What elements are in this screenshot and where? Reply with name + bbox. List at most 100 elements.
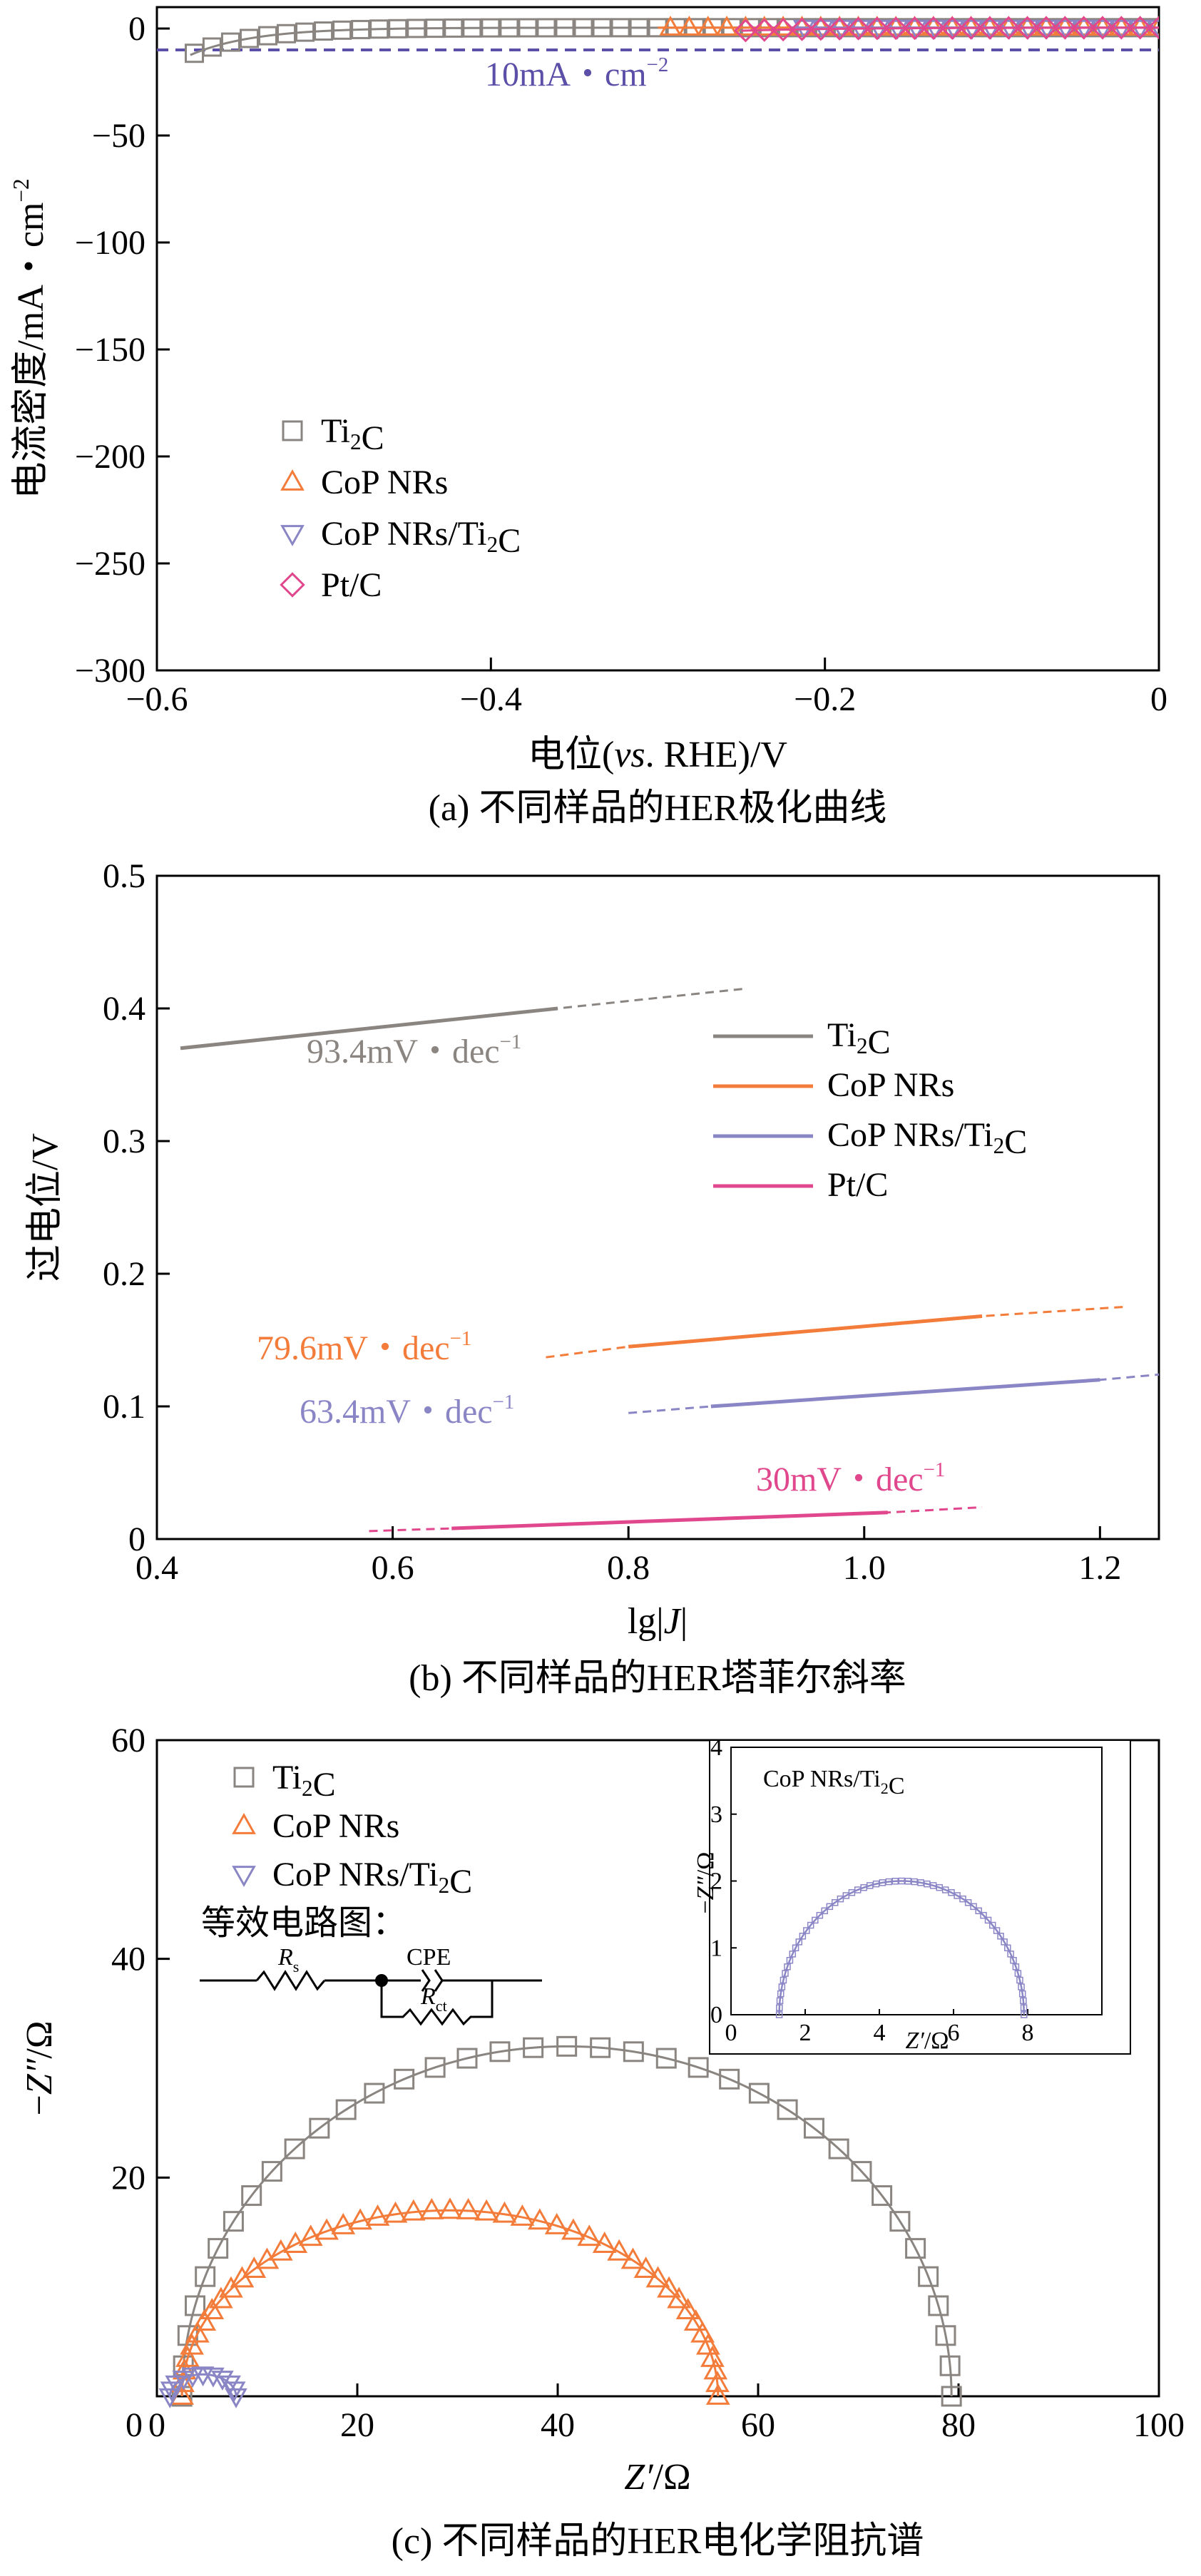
c-legend-label-ti2c: Ti2C [272, 1759, 336, 1804]
a-marker-ti2c [518, 18, 538, 38]
a-ytick-label: −250 [75, 545, 145, 583]
b-ytick-label: 0.5 [103, 857, 145, 895]
c-inset-marker [1007, 1951, 1014, 1958]
c-inset-marker [964, 1898, 972, 1906]
a-marker-ptc [921, 16, 946, 40]
a-marker-ti2c [592, 18, 612, 38]
c-inset-title: CoP NRs/Ti2C [763, 1766, 905, 1799]
c-marker-ti2c [905, 2238, 926, 2259]
b-fit-copti [710, 1378, 1100, 1409]
c-marker-ti2c [928, 2295, 949, 2316]
c-origin-label: 0 [126, 2406, 143, 2444]
a-legend-label-cop: CoP NRs [321, 464, 448, 501]
c-inset-ytick-label: 1 [710, 1935, 722, 1961]
c-inset-ytick-label: 3 [710, 1801, 722, 1828]
c-inset-marker [826, 1903, 834, 1911]
c-marker-ti2c [241, 2185, 262, 2207]
c-inset-ylabel: −Z″/Ω [693, 1852, 719, 1914]
a-marker-ptc [733, 19, 757, 43]
a-marker-ti2c [220, 32, 240, 52]
c-inset-marker [803, 1927, 810, 1934]
c-marker-cop [401, 2199, 426, 2221]
c-inset-marker [775, 2011, 783, 2018]
c-ytick-label: 40 [111, 1941, 145, 1978]
b-dashed-cop [546, 1306, 1124, 1359]
a-marker-cop [678, 15, 701, 36]
c-caption: (c) 不同样品的HER电化学阻抗谱 [392, 2521, 924, 2562]
c-marker-cop [675, 2298, 700, 2319]
b-xtick-label: 0.8 [607, 1549, 650, 1587]
c-inset-marker [1010, 1956, 1017, 1964]
c-marker-copti [172, 2371, 195, 2391]
c-inset-xlabel: Z′/Ω [905, 2028, 949, 2054]
a-marker-ptc [1147, 16, 1159, 40]
c-xtick-label: 80 [941, 2406, 976, 2444]
c-marker-copti [218, 2375, 241, 2396]
a-marker-ti2c [277, 24, 297, 44]
a-marker-ptc [978, 16, 1002, 40]
a-caption: (a) 不同样品的HER极化曲线 [429, 788, 887, 829]
a-marker-ptc [789, 17, 814, 41]
b-xtick-label: 0.6 [372, 1549, 414, 1587]
a-marker-ti2c [536, 18, 556, 38]
c-marker-cop [219, 2276, 243, 2298]
a-marker-copti [1016, 19, 1040, 40]
c-marker-cop [633, 2256, 658, 2278]
a-marker-ti2c [444, 18, 464, 38]
a-marker-copti [1148, 19, 1159, 40]
c-inset-marker [778, 1983, 786, 1990]
b-fit-cop [628, 1314, 983, 1349]
c-marker-ti2c [872, 2185, 893, 2207]
b-legend-label-ti2c: Ti2C [827, 1016, 891, 1061]
a-marker-ptc [903, 16, 927, 41]
c-marker-ti2c [456, 2048, 478, 2069]
c-marker-cop [208, 2286, 233, 2309]
c-inset-marker [911, 1878, 918, 1886]
c-marker-ti2c [364, 2082, 385, 2104]
a-marker-ti2c [499, 18, 519, 38]
c-marker-ti2c [889, 2211, 911, 2232]
a-xtick-label: −0.4 [460, 680, 522, 718]
c-xtick-label: 100 [1133, 2406, 1185, 2444]
c-rct-label: Rct [420, 1983, 448, 2015]
a-legend-label-copti: CoP NRs/Ti2C [321, 515, 521, 560]
a-marker-ptc [996, 16, 1021, 40]
a-marker-copti [998, 19, 1021, 40]
a-marker-cop [1148, 15, 1159, 36]
a-marker-ti2c [239, 29, 259, 48]
c-inset-ytick-label: 4 [710, 1734, 722, 1761]
b-ytick-label: 0.4 [103, 990, 145, 1028]
a-marker-cop [1110, 15, 1133, 36]
c-inset-marker [812, 1916, 819, 1924]
c-inset-marker [879, 1879, 886, 1886]
a-marker-ptc [959, 16, 983, 40]
b-slope-label-copti: 63.4mV・dec−1 [300, 1391, 514, 1431]
c-ylabel: −Z″/Ω [19, 2021, 60, 2116]
c-legend-marker-ti2c [233, 1767, 255, 1788]
a-xtick-label: 0 [1150, 680, 1167, 718]
c-cpe-left [421, 1969, 431, 1992]
c-marker-ti2c [688, 2057, 709, 2078]
c-marker-cop [561, 2218, 586, 2240]
a-marker-ti2c [332, 20, 352, 40]
a-marker-copti [1110, 19, 1133, 40]
c-rs-label: Rs [277, 1944, 299, 1976]
c-inset-marker [975, 1907, 982, 1915]
a-ytick-label: −50 [92, 117, 145, 155]
c-marker-cop [510, 2204, 535, 2226]
c-inset-marker [885, 1878, 893, 1886]
a-marker-ti2c [351, 19, 371, 39]
b-ytick-label: 0 [128, 1520, 145, 1558]
a-marker-ti2c [462, 18, 482, 38]
c-frame [155, 1739, 1160, 2398]
c-marker-copti [223, 2381, 246, 2402]
c-marker-cop [592, 2232, 617, 2253]
a-marker-copti [942, 19, 965, 40]
a-legend-label-ptc: Pt/C [321, 566, 382, 604]
c-marker-cop [705, 2371, 730, 2393]
c-inset-marker [904, 1878, 911, 1885]
c-xtick-label: 40 [541, 2406, 575, 2444]
panel-b-tafel-slopes: 0.4 0.6 0.8 1.0 1.2 0 0.1 0.2 0.3 0.4 0.5 93.4mV・de… [25, 857, 1160, 1699]
a-xlabel: 电位(vs. RHE)/V [528, 735, 787, 775]
